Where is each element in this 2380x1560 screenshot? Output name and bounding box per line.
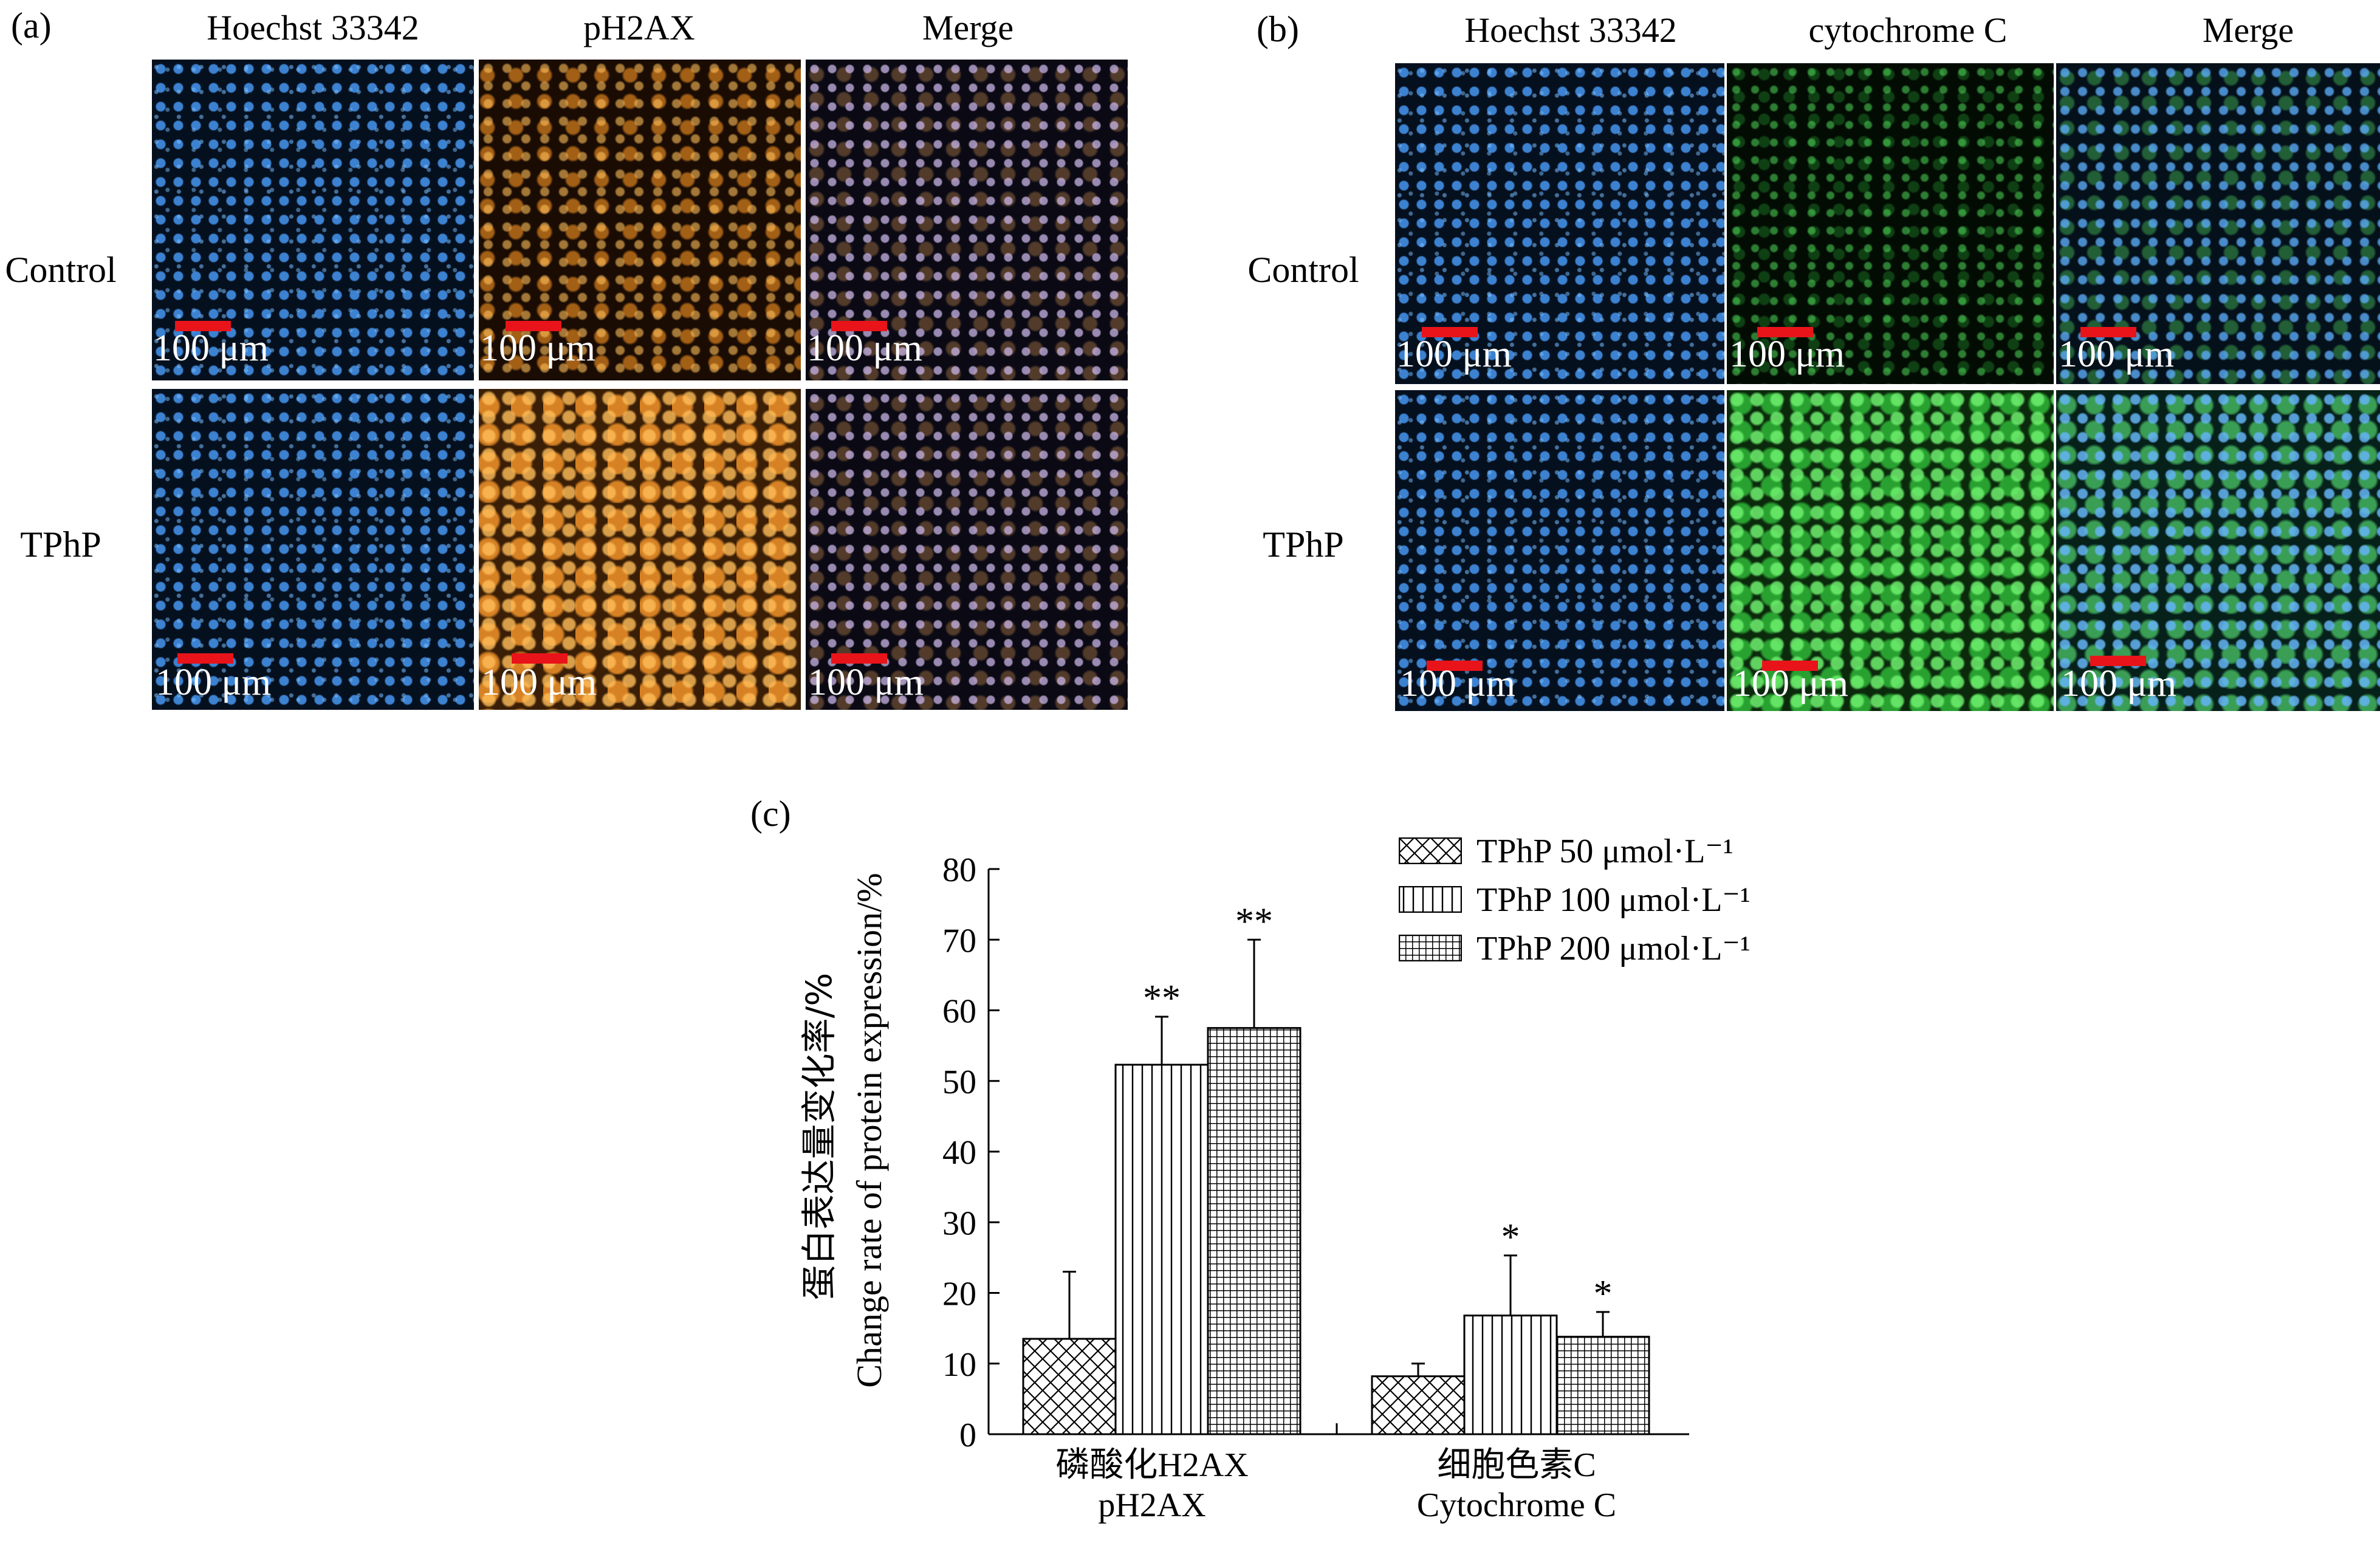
panel-b-col-hoechst: Hoechst 33342 (1464, 10, 1677, 50)
micrograph-b-control-hoechst: 100 μm (1395, 63, 1724, 384)
bar-series2-category2 (1463, 1314, 1558, 1435)
bar-series3-category2 (1555, 1336, 1650, 1435)
chart-bars: ****** (1022, 901, 1650, 1435)
scale-bar-label: 100 μm (808, 662, 924, 703)
legend-swatch-50 (1398, 837, 1463, 865)
scale-bar (506, 321, 561, 331)
micrograph-b-control-merge: 100 μm (2056, 63, 2380, 384)
y-tick-label: 60 (942, 993, 976, 1031)
scale-bar (2090, 656, 2146, 666)
x-category-cytochrome-zh: 细胞色素C (1437, 1446, 1596, 1484)
panel-a-letter: (a) (11, 5, 52, 46)
scale-bar-label: 100 μm (1400, 663, 1515, 704)
significance-marker: ** (1143, 978, 1181, 1019)
panel-a-row-control: Control (5, 250, 117, 290)
bar-series2-category1 (1114, 1063, 1209, 1435)
significance-marker: * (1501, 1217, 1520, 1258)
scale-bar (1762, 661, 1818, 671)
significance-marker: ** (1235, 901, 1273, 942)
bar-series1-category2 (1371, 1375, 1466, 1435)
micrograph-a-tphp-ph2ax: 100 μm (479, 389, 801, 710)
micrograph-b-tphp-cytochrome: 100 μm (1727, 390, 2054, 711)
micrograph-a-control-merge: 100 μm (806, 60, 1128, 380)
significance-marker: * (1594, 1273, 1613, 1314)
panel-b-col-cytochrome: cytochrome C (1808, 10, 2008, 50)
panel-c-letter: (c) (750, 794, 791, 834)
panel-a-col-ph2ax: pH2AX (583, 8, 695, 47)
scale-bar-label: 100 μm (2059, 334, 2174, 375)
micrograph-a-control-hoechst: 100 μm (152, 60, 474, 380)
y-tick-label: 40 (942, 1134, 976, 1172)
legend-swatch-100 (1398, 885, 1463, 913)
x-category-ph2ax-en: pH2AX (1098, 1486, 1206, 1524)
micrograph-a-tphp-hoechst: 100 μm (152, 389, 474, 710)
x-category-ph2ax: 磷酸化H2AX pH2AX (994, 1445, 1310, 1525)
x-category-ph2ax-zh: 磷酸化H2AX (1055, 1446, 1249, 1484)
panel-a-col-hoechst: Hoechst 33342 (207, 8, 419, 47)
legend-label-200: TPhP 200 μmol·L⁻¹ (1476, 930, 1751, 967)
bar-series1-category1 (1022, 1338, 1117, 1435)
micrograph-a-tphp-merge: 100 μm (806, 389, 1128, 710)
scale-bar-label: 100 μm (807, 328, 922, 369)
y-axis-label-en: Change rate of protein expression/% (849, 873, 889, 1387)
panel-a-row-tphp: TPhP (20, 524, 101, 565)
panel-b-col-merge: Merge (2202, 10, 2294, 50)
scale-bar-label: 100 μm (2061, 663, 2176, 704)
y-tick-label: 30 (942, 1204, 976, 1242)
panel-a-col-merge: Merge (922, 8, 1014, 47)
x-category-cytochrome-c: 细胞色素C Cytochrome C (1359, 1445, 1675, 1525)
y-tick-label: 20 (942, 1276, 976, 1313)
scale-bar-label: 100 μm (481, 662, 597, 703)
scale-bar-label: 100 μm (1729, 334, 1845, 375)
scale-bar (831, 321, 887, 331)
y-tick-label: 80 (942, 851, 976, 889)
micrograph-a-control-ph2ax: 100 μm (479, 60, 801, 380)
y-tick-label: 50 (942, 1063, 976, 1101)
legend-swatch-200 (1398, 934, 1463, 962)
scale-bar-label: 100 μm (480, 328, 595, 369)
y-tick-label: 0 (959, 1417, 976, 1454)
micrograph-b-tphp-merge: 100 μm (2056, 390, 2380, 711)
scale-bar (1422, 327, 1478, 337)
scale-bar-label: 100 μm (156, 662, 271, 703)
y-tick-label: 10 (942, 1346, 976, 1384)
scale-bar-label: 100 μm (153, 328, 269, 369)
micrograph-b-control-cytochrome: 100 μm (1727, 63, 2054, 384)
y-tick-label: 70 (942, 922, 976, 960)
scale-bar (1757, 327, 1813, 337)
scale-bar-label: 100 μm (1396, 334, 1512, 375)
panel-b-letter: (b) (1257, 9, 1299, 49)
scale-bar (512, 653, 568, 664)
x-category-cytochrome-en: Cytochrome C (1416, 1486, 1617, 1524)
legend-label-100: TPhP 100 μmol·L⁻¹ (1476, 881, 1751, 919)
scale-bar (1427, 661, 1483, 671)
y-axis-label-zh: 蛋白表达量变化率/% (798, 973, 840, 1301)
legend-label-50: TPhP 50 μmol·L⁻¹ (1476, 833, 1734, 870)
scale-bar-label: 100 μm (1733, 663, 1848, 704)
panel-b-row-tphp: TPhP (1263, 524, 1344, 565)
scale-bar (831, 653, 887, 664)
scale-bar (177, 653, 233, 664)
bar-series3-category1 (1207, 1027, 1301, 1435)
scale-bar (2080, 327, 2136, 337)
panel-b-row-control: Control (1247, 250, 1359, 290)
scale-bar (175, 321, 231, 331)
micrograph-b-tphp-hoechst: 100 μm (1395, 390, 1724, 711)
